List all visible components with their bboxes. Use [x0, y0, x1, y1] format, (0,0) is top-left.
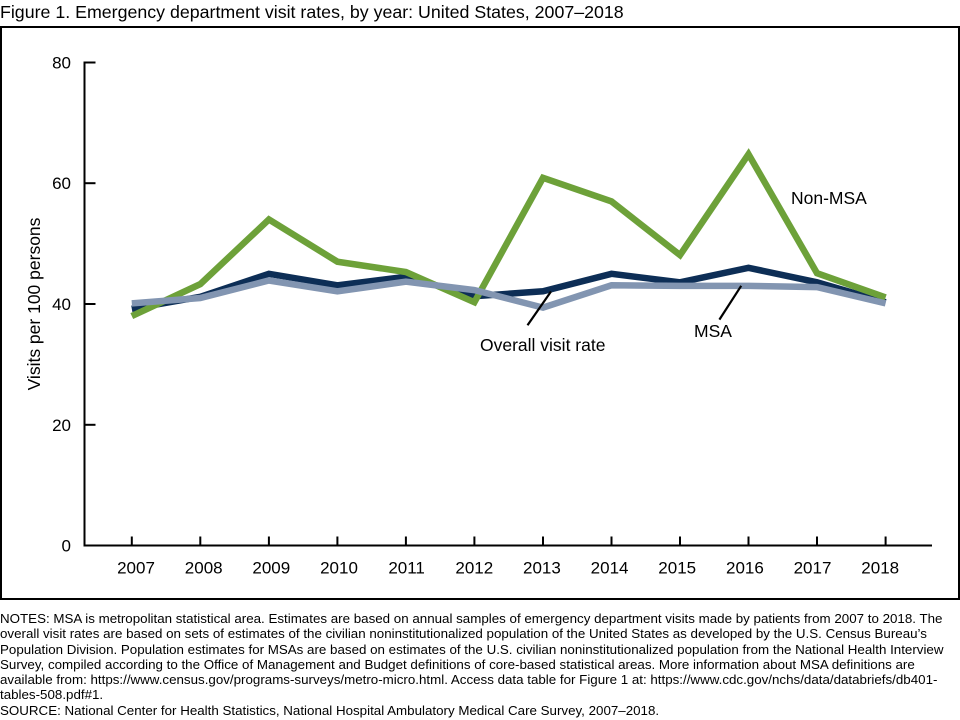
svg-text:2013: 2013 [523, 559, 561, 578]
svg-text:60: 60 [52, 174, 71, 193]
svg-text:Visits per 100 persons: Visits per 100 persons [24, 217, 44, 390]
svg-text:40: 40 [52, 295, 71, 314]
svg-text:2007: 2007 [117, 559, 155, 578]
svg-text:MSA: MSA [694, 321, 732, 341]
svg-text:0: 0 [62, 537, 71, 556]
svg-text:20: 20 [52, 416, 71, 435]
svg-text:2008: 2008 [185, 559, 223, 578]
svg-text:80: 80 [52, 54, 71, 73]
svg-text:2012: 2012 [455, 559, 493, 578]
svg-text:2014: 2014 [591, 559, 629, 578]
svg-text:Non-MSA: Non-MSA [791, 188, 867, 208]
svg-text:2011: 2011 [388, 559, 425, 578]
svg-text:2017: 2017 [794, 559, 832, 578]
svg-text:2009: 2009 [252, 559, 290, 578]
svg-text:2015: 2015 [658, 559, 696, 578]
svg-text:2016: 2016 [726, 559, 764, 578]
svg-text:2010: 2010 [320, 559, 358, 578]
svg-text:2018: 2018 [861, 559, 899, 578]
svg-text:Overall visit rate: Overall visit rate [480, 335, 605, 355]
